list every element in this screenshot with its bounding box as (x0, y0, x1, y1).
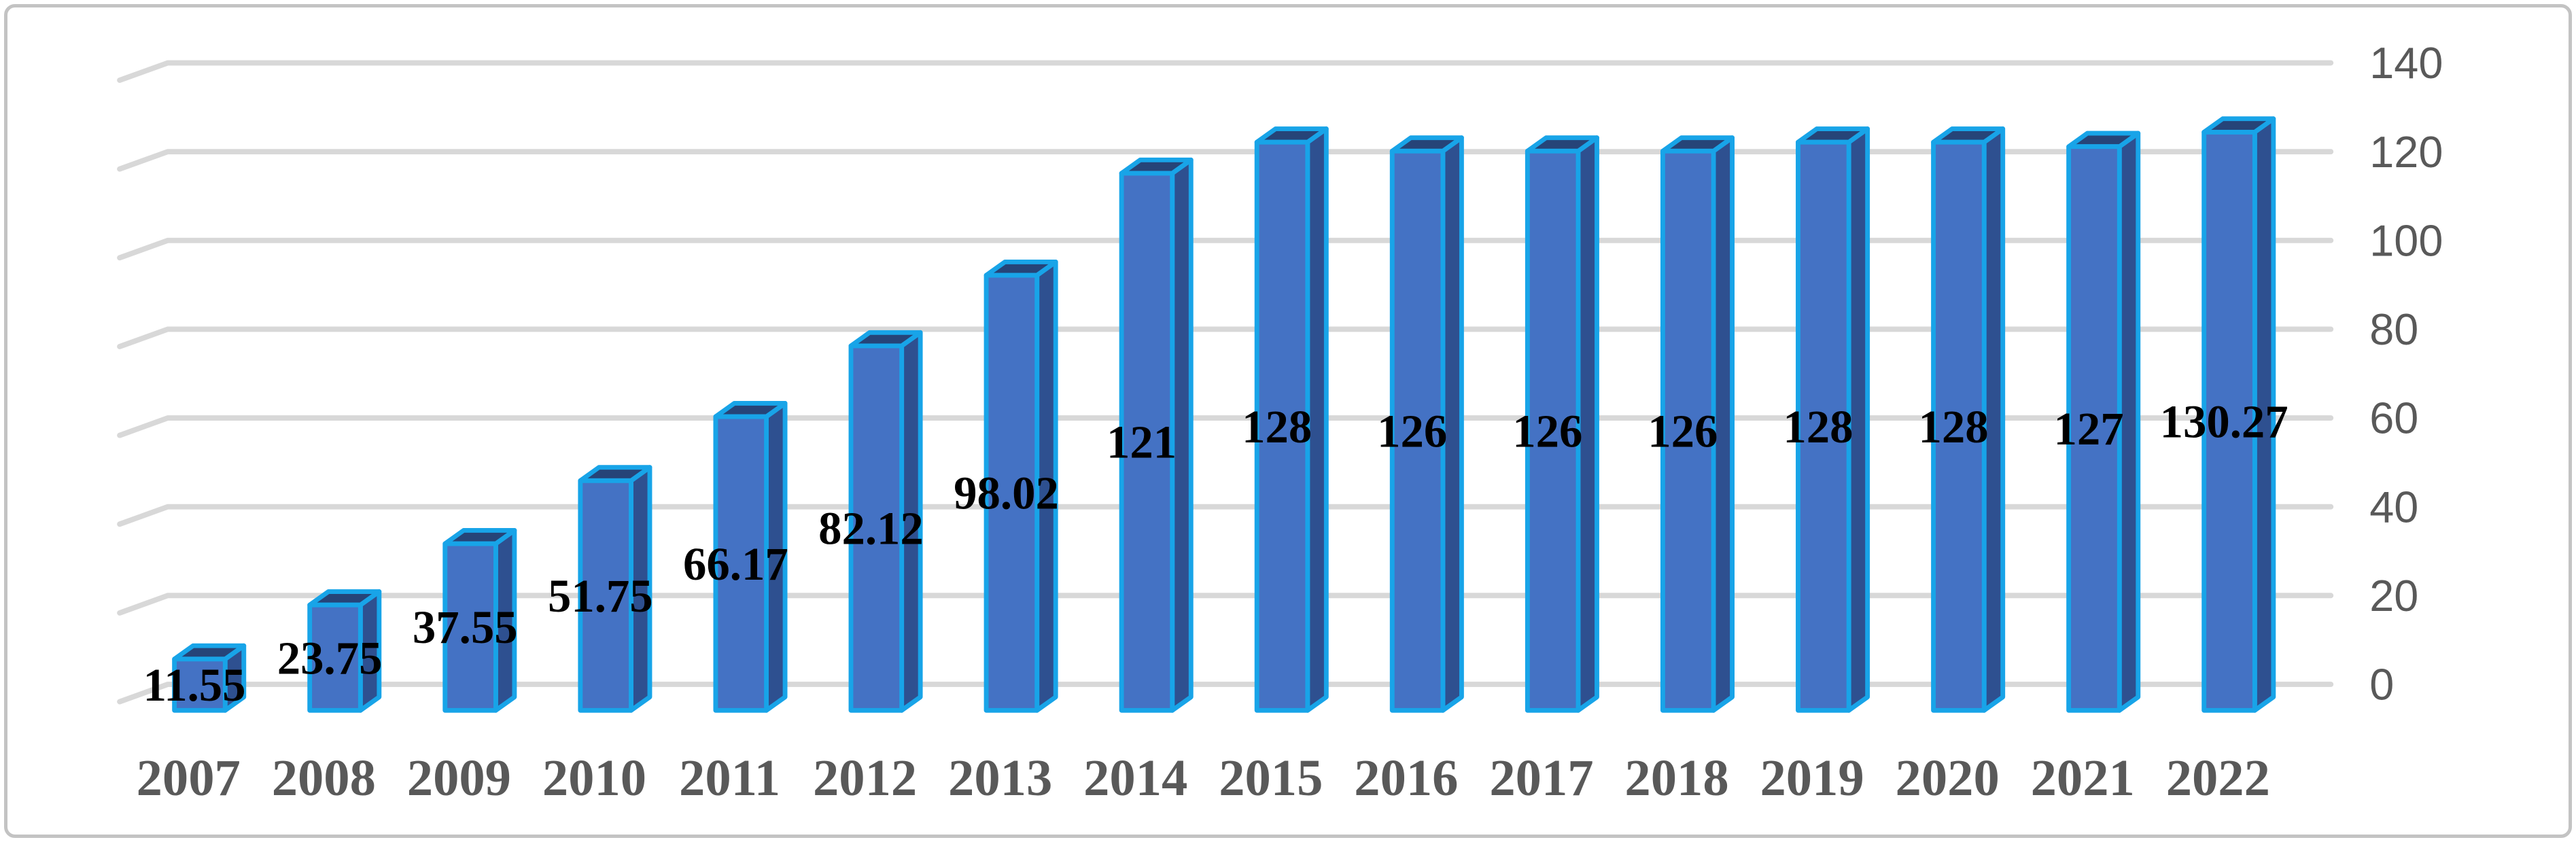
bar-front-face (1119, 171, 1175, 713)
bar-front-face (2201, 129, 2257, 713)
y-axis-label-0: 0 (2369, 660, 2394, 709)
gridline-140 (117, 60, 2334, 83)
bar-front-face (1525, 148, 1581, 713)
bar-front-face (578, 478, 633, 713)
x-axis-label-2022: 2022 (2166, 749, 2270, 807)
bar-2022 (2201, 116, 2276, 713)
x-axis-label-2012: 2012 (813, 749, 917, 807)
bar-value-label-2015: 128 (1242, 401, 1312, 453)
bar-2008 (307, 589, 382, 713)
bar-value-label-2016: 126 (1377, 405, 1447, 457)
x-axis-label-2007: 2007 (137, 749, 241, 807)
bar-front-face (1254, 139, 1310, 713)
bar-front-face (1796, 139, 1851, 713)
gridline-20 (117, 593, 2334, 616)
bar-2017 (1525, 135, 1599, 713)
bar-front-face (713, 414, 769, 713)
bar-2011 (713, 401, 788, 713)
bar-2013 (984, 259, 1058, 713)
y-axis-label-80: 80 (2369, 304, 2418, 354)
bar-2021 (2066, 130, 2141, 713)
bar-2020 (1931, 126, 2006, 713)
bar-value-label-2010: 51.75 (548, 570, 653, 622)
bar-2014 (1119, 157, 1194, 713)
gridline-0 (117, 682, 2334, 705)
bar-value-label-2019: 128 (1783, 401, 1853, 453)
y-axis-label-20: 20 (2369, 571, 2418, 620)
bar-value-label-2013: 98.02 (954, 468, 1059, 519)
bar-2018 (1660, 135, 1735, 713)
y-axis-label-140: 140 (2369, 38, 2443, 88)
bar-front-face (848, 343, 905, 713)
bar-front-face (2066, 144, 2122, 713)
bar-value-label-2008: 23.75 (277, 632, 383, 684)
y-axis-label-60: 60 (2369, 393, 2418, 443)
x-axis-label-2013: 2013 (948, 749, 1052, 807)
y-axis-label-40: 40 (2369, 482, 2418, 531)
gridline-40 (117, 504, 2334, 527)
bar-value-label-2021: 127 (2054, 403, 2124, 455)
bar-front-face (1389, 148, 1446, 713)
x-axis-label-2008: 2008 (272, 749, 376, 807)
bar-2015 (1254, 126, 1329, 713)
x-axis-label-2009: 2009 (407, 749, 511, 807)
bar-value-label-2014: 121 (1107, 417, 1177, 468)
y-axis-label-120: 120 (2369, 127, 2443, 177)
x-axis-label-2014: 2014 (1083, 749, 1187, 807)
bar-front-face (984, 273, 1040, 713)
bar-value-label-2017: 126 (1512, 405, 1582, 457)
bar-2007 (172, 643, 247, 713)
bar-value-label-2022: 130.27 (2160, 396, 2288, 447)
x-axis-label-2015: 2015 (1219, 749, 1323, 807)
chart-frame: 11.55 23.75 37.55 51.75 66.17 82.12 98.02 121 12… (4, 4, 2572, 838)
bar-2009 (442, 527, 517, 713)
bar-value-label-2012: 82.12 (818, 503, 924, 555)
x-axis-label-2020: 2020 (1896, 749, 2000, 807)
bar-front-face (172, 656, 228, 713)
bar-value-label-2011: 66.17 (683, 538, 788, 590)
gridline-100 (117, 237, 2334, 261)
bar-value-label-2020: 128 (1918, 401, 1988, 453)
bar-2016 (1389, 135, 1464, 713)
bar-front-face (1931, 139, 1987, 713)
bar-front-face (1660, 148, 1716, 713)
bar-value-label-2007: 11.55 (143, 659, 246, 711)
gridline-80 (117, 326, 2334, 349)
x-axis-label-2019: 2019 (1760, 749, 1864, 807)
x-axis-label-2011: 2011 (679, 749, 780, 807)
gridline-120 (117, 149, 2334, 172)
y-axis-label-100: 100 (2369, 215, 2443, 265)
x-axis-label-2018: 2018 (1624, 749, 1728, 807)
bar-2010 (578, 465, 652, 713)
bar-value-label-2009: 37.55 (413, 601, 518, 653)
x-axis-label-2021: 2021 (2031, 749, 2135, 807)
x-axis-label-2016: 2016 (1354, 749, 1458, 807)
bar-2012 (848, 330, 923, 713)
bar-front-face (442, 541, 498, 713)
x-axis-label-2017: 2017 (1489, 749, 1593, 807)
bar-value-label-2018: 126 (1648, 405, 1718, 457)
x-axis-label-2010: 2010 (542, 749, 646, 807)
bar-front-face (307, 602, 363, 713)
bar-2019 (1796, 126, 1870, 713)
gridline-60 (117, 415, 2334, 438)
chart-canvas: 11.55 23.75 37.55 51.75 66.17 82.12 98.02 121 12… (117, 38, 2443, 807)
